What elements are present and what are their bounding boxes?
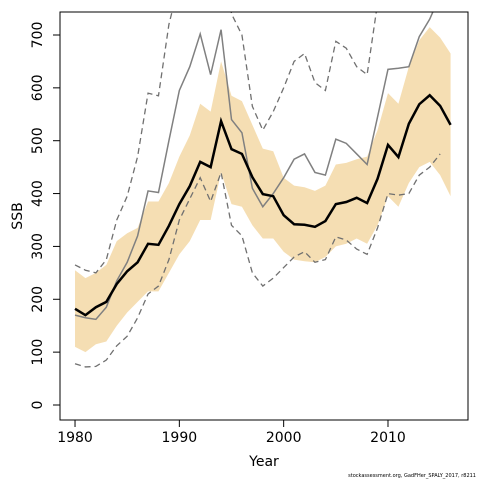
x-tick-label: 1980 <box>57 430 93 446</box>
y-tick-label: 600 <box>30 74 46 101</box>
y-axis-label: SSB <box>10 202 26 229</box>
y-tick-label: 100 <box>30 339 46 366</box>
y-tick-label: 700 <box>30 22 46 49</box>
y-tick-label: 500 <box>30 127 46 154</box>
x-axis-label: Year <box>248 454 279 470</box>
y-tick-label: 200 <box>30 286 46 313</box>
plot-frame <box>59 11 469 421</box>
x-tick-label: 2010 <box>370 430 406 446</box>
plot-area <box>74 12 452 368</box>
confidence-band <box>75 27 451 353</box>
y-tick-label: 0 <box>30 401 46 410</box>
x-tick-label: 1990 <box>162 430 198 446</box>
y-tick-label: 300 <box>30 233 46 260</box>
series-line <box>74 12 434 321</box>
x-tick-label: 2000 <box>266 430 302 446</box>
y-tick-label: 400 <box>30 180 46 207</box>
series-line <box>74 93 452 317</box>
footnote: stockassessment.org, GadFHer_SPALY_2017,… <box>348 473 476 479</box>
series-line <box>74 12 377 274</box>
series-line <box>74 153 441 368</box>
